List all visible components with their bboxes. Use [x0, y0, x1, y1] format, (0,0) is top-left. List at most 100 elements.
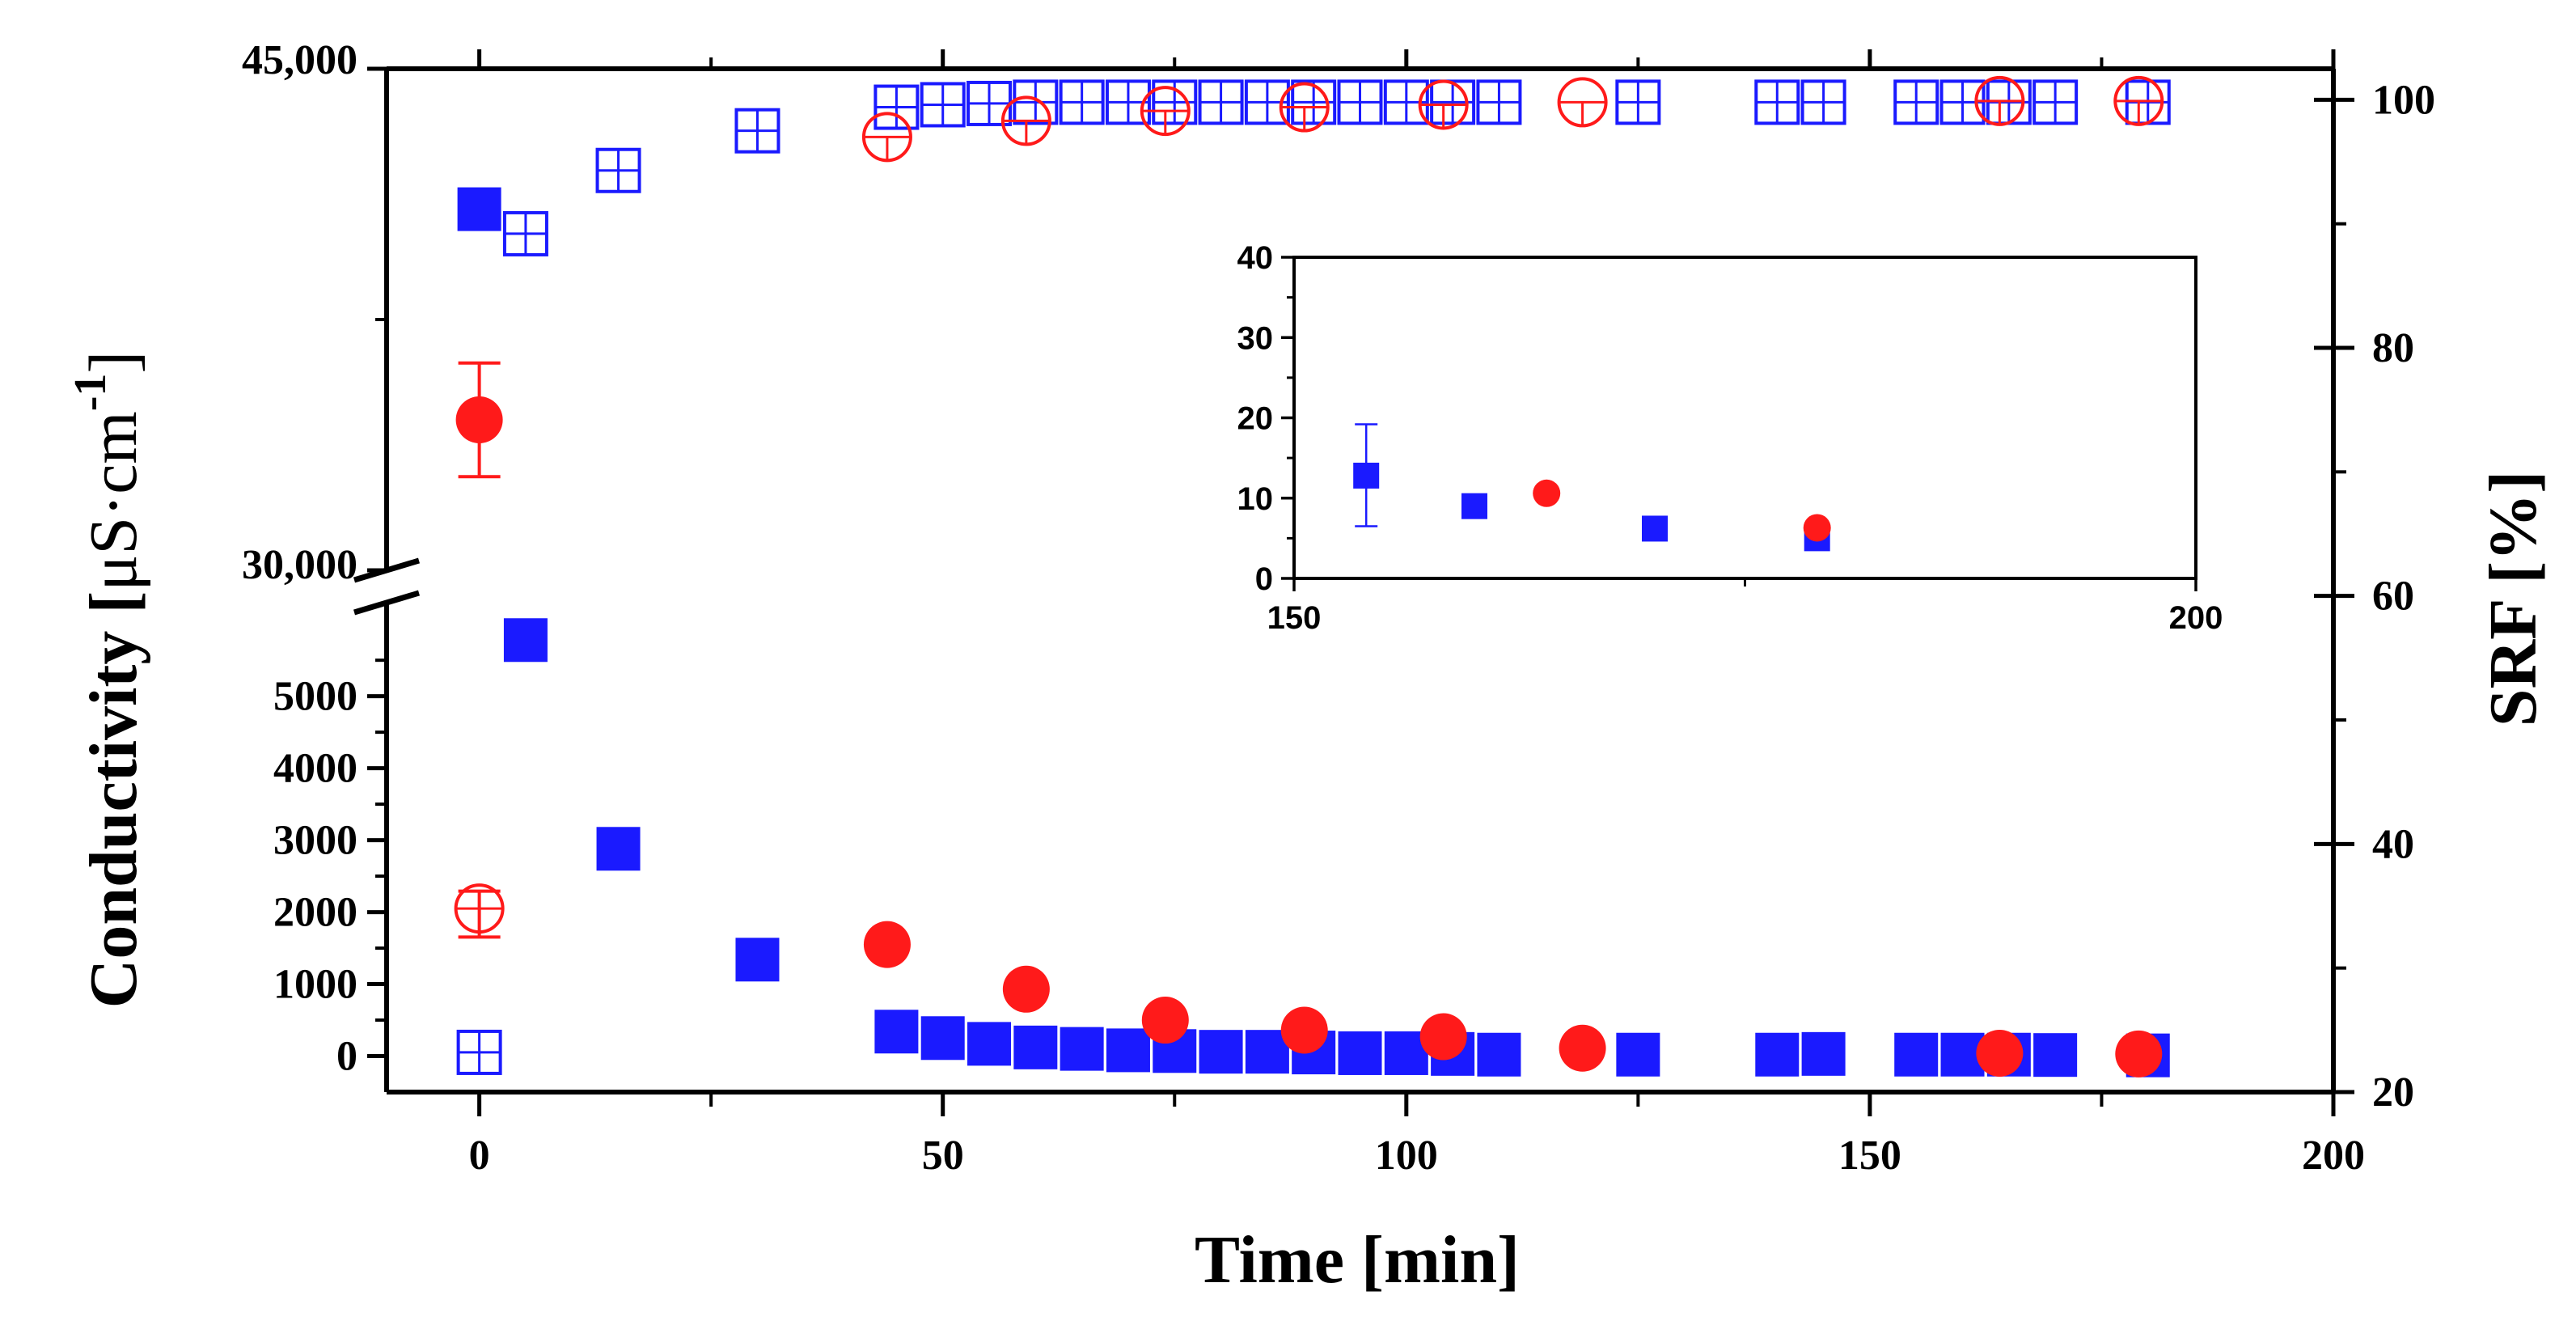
open-square-point — [1615, 79, 1661, 125]
left-y-axis-title-unit: μS·cm — [76, 411, 151, 591]
inset-plot: 0 10 20 30 40 150 200 — [1237, 240, 2223, 636]
open-circle-point — [454, 883, 505, 934]
filled-square-point — [1106, 1028, 1150, 1073]
left-y-tick-label: 0 — [336, 1034, 357, 1080]
inset-axes: 0 10 20 30 40 150 200 — [1237, 240, 2223, 636]
filled-square-point — [1755, 1032, 1800, 1077]
left-y-tick-label: 1000 — [273, 962, 357, 1008]
open-square-point — [1337, 79, 1383, 125]
filled-square-point — [2033, 1033, 2078, 1078]
filled-square-point — [503, 618, 548, 663]
filled-square-point — [1245, 1030, 1289, 1074]
open-circle-point — [1279, 82, 1330, 133]
x-tick-label: 150 — [1838, 1133, 1901, 1179]
open-square-point — [734, 108, 780, 154]
open-square-point — [873, 84, 920, 130]
open-circle-point — [861, 112, 912, 163]
open-square-point — [502, 210, 548, 256]
filled-square-point — [596, 827, 641, 871]
filled-square-point — [874, 1010, 919, 1054]
left-y-tick-label: 2000 — [273, 890, 357, 936]
filled-square-point — [1013, 1025, 1058, 1069]
open-square-point — [1476, 79, 1522, 125]
filled-circle-point — [1141, 997, 1189, 1044]
axis-break-line — [353, 590, 421, 616]
left-y-tick-label: 30,000 — [242, 542, 357, 588]
inset-y-tick-label: 0 — [1255, 561, 1273, 597]
filled-square-point — [1199, 1030, 1243, 1074]
filled-square-point — [1060, 1027, 1104, 1071]
filled-circle-point — [1559, 1024, 1606, 1072]
inset-series-circle-filled — [1533, 479, 1831, 542]
open-circle-point — [1974, 75, 2025, 126]
x-tick-label: 100 — [1375, 1133, 1438, 1179]
right-y-axis: 20 40 60 80 100 — [2314, 77, 2435, 1116]
open-square-point — [1754, 79, 1800, 125]
open-square-point — [456, 1029, 502, 1075]
open-square-point — [920, 82, 966, 128]
filled-square-point — [967, 1022, 1012, 1066]
open-square-point — [1291, 79, 1337, 125]
inset-border — [1292, 256, 2197, 580]
right-y-tick-label: 60 — [2372, 574, 2414, 620]
filled-circle-point — [1419, 1013, 1467, 1061]
series-circle-filled-left — [455, 361, 2163, 1078]
filled-square-point — [1477, 1032, 1521, 1077]
x-tick-label: 0 — [469, 1133, 490, 1179]
filled-square-point — [1338, 1031, 1382, 1075]
plot-frame — [384, 66, 2336, 1094]
left-y-tick-label: 45,000 — [242, 37, 357, 83]
series-square-filled-left — [457, 187, 2170, 1078]
open-square-point — [2032, 79, 2079, 125]
filled-square-point — [1642, 515, 1668, 542]
filled-circle-point — [1803, 514, 1831, 542]
series-square-open-right — [456, 79, 2171, 1075]
left-y-tick-label: 5000 — [273, 674, 357, 720]
open-square-point — [1059, 79, 1105, 125]
inset-frame — [1292, 256, 2197, 580]
filled-circle-point — [455, 396, 503, 443]
filled-square-point — [1353, 462, 1380, 489]
filled-square-point — [457, 187, 501, 231]
filled-square-point — [1616, 1032, 1660, 1077]
left-y-axis-title-close: ] — [76, 351, 151, 374]
inset-y-tick-label: 20 — [1237, 401, 1274, 437]
filled-circle-point — [1976, 1029, 2024, 1077]
open-square-point — [1893, 79, 1939, 125]
left-y-tick-label: 3000 — [273, 818, 357, 864]
axis-break-marker — [353, 557, 421, 616]
x-axis: 0 50 100 150 200 — [469, 49, 2365, 1179]
open-circle-point — [1140, 86, 1191, 137]
x-tick-label: 50 — [922, 1133, 964, 1179]
filled-square-point — [1894, 1032, 1939, 1077]
filled-circle-point — [1002, 965, 1050, 1013]
open-square-point — [1383, 79, 1429, 125]
right-y-axis-title: SRF [%] — [2476, 471, 2551, 727]
inset-x-tick-label: 150 — [1267, 600, 1322, 636]
open-circle-point — [2113, 75, 2164, 126]
data-series — [454, 75, 2171, 1078]
right-y-tick-label: 100 — [2372, 77, 2435, 123]
open-square-point — [595, 147, 641, 193]
filled-circle-point — [2115, 1030, 2163, 1078]
open-square-point — [1800, 79, 1846, 125]
inset-y-tick-label: 10 — [1237, 481, 1274, 517]
filled-square-point — [1801, 1031, 1846, 1076]
open-circle-point — [1557, 77, 1608, 128]
filled-square-point — [735, 938, 780, 982]
inset-y-tick-label: 30 — [1237, 320, 1274, 356]
x-tick-label: 200 — [2302, 1133, 2365, 1179]
filled-circle-point — [863, 921, 911, 968]
open-square-point — [1198, 79, 1244, 125]
open-circle-point — [1000, 95, 1051, 146]
filled-circle-point — [1533, 479, 1561, 507]
left-y-axis-title-text: Conductivity [ — [76, 591, 151, 1009]
inset-y-tick-label: 40 — [1237, 240, 1274, 276]
x-axis-title: Time [min] — [1195, 1222, 1520, 1298]
left-y-tick-label: 4000 — [273, 746, 357, 792]
right-y-tick-label: 20 — [2372, 1069, 2414, 1116]
left-y-axis: 0 1000 2000 3000 4000 5000 30,000 45,000 — [242, 37, 387, 1080]
right-y-tick-label: 40 — [2372, 821, 2414, 867]
left-y-axis-title: Conductivity [μS·cm-1] — [66, 351, 151, 1009]
